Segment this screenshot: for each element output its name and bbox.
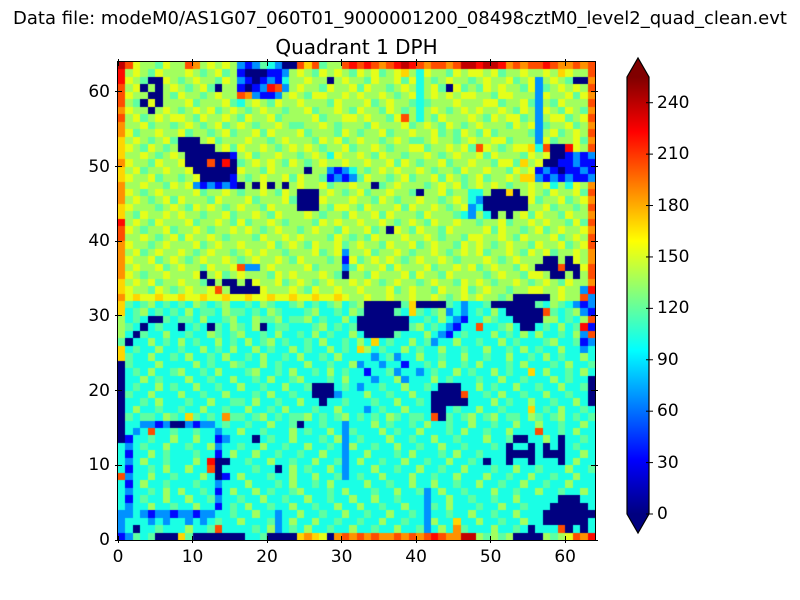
y-axis-tick-label: 40 bbox=[88, 231, 110, 252]
colorbar-gradient bbox=[626, 56, 650, 535]
colorbar-ticks bbox=[646, 102, 653, 515]
colorbar-tick-label: 30 bbox=[657, 452, 679, 473]
y-axis-tick-label: 50 bbox=[88, 156, 110, 177]
axis-tick bbox=[591, 539, 598, 541]
colorbar-tick-label: 180 bbox=[657, 195, 690, 216]
axis-tick bbox=[192, 536, 194, 543]
y-axis-tick-label: 10 bbox=[88, 455, 110, 476]
colorbar-tick-label: 90 bbox=[657, 349, 679, 370]
x-axis-tick-label: 30 bbox=[330, 547, 353, 567]
colorbar-tick-label: 150 bbox=[657, 246, 690, 267]
axis-tick bbox=[564, 59, 566, 66]
axis-tick bbox=[115, 315, 122, 317]
y-axis-tick-label: 60 bbox=[88, 81, 110, 102]
colorbar-tick-label: 120 bbox=[657, 298, 690, 319]
axes-frame bbox=[115, 59, 598, 543]
x-axis-tick-label: 20 bbox=[256, 547, 278, 567]
x-axis-tick-label: 50 bbox=[479, 547, 502, 567]
axis-tick bbox=[266, 536, 268, 543]
axis-tick bbox=[115, 91, 122, 93]
colorbar-tick-label: 210 bbox=[657, 144, 690, 165]
axis-tick bbox=[591, 464, 598, 466]
axis-tick bbox=[117, 59, 119, 66]
y-axis-tick-label: 30 bbox=[88, 305, 110, 326]
axis-tick bbox=[415, 536, 417, 543]
colorbar-tick-label: 60 bbox=[657, 401, 679, 422]
axis-tick bbox=[591, 390, 598, 392]
axis-tick bbox=[591, 240, 598, 242]
y-axis-tick-label: 0 bbox=[99, 530, 110, 550]
data-file-label: Data file: modeM0/AS1G07_060T01_90000012… bbox=[13, 8, 787, 29]
x-axis-tick-label: 10 bbox=[181, 547, 204, 567]
axis-tick bbox=[415, 59, 417, 66]
axis-tick bbox=[490, 59, 492, 66]
colorbar-tick-label: 0 bbox=[657, 504, 668, 524]
x-axis-tick-label: 60 bbox=[554, 547, 576, 567]
axis-tick bbox=[115, 390, 122, 392]
x-axis-tick-label: 0 bbox=[112, 547, 124, 567]
axis-tick bbox=[115, 166, 122, 168]
axis-tick bbox=[115, 539, 122, 541]
axis-tick bbox=[341, 536, 343, 543]
axis-tick bbox=[192, 59, 194, 66]
axis-tick bbox=[115, 464, 122, 466]
axis-tick bbox=[490, 536, 492, 543]
colorbar-tick-label: 240 bbox=[657, 92, 690, 113]
heatmap-canvas bbox=[118, 62, 595, 540]
axis-tick bbox=[591, 166, 598, 168]
colorbar bbox=[626, 56, 653, 535]
x-axis-tick-label: 40 bbox=[405, 547, 427, 567]
axis-tick bbox=[266, 59, 268, 66]
axis-tick bbox=[591, 315, 598, 317]
plot-title: Quadrant 1 DPH bbox=[275, 35, 438, 59]
axis-tick bbox=[564, 536, 566, 543]
axis-tick bbox=[115, 240, 122, 242]
y-axis-tick-label: 20 bbox=[88, 380, 110, 401]
axis-tick bbox=[591, 91, 598, 93]
axis-tick bbox=[341, 59, 343, 66]
